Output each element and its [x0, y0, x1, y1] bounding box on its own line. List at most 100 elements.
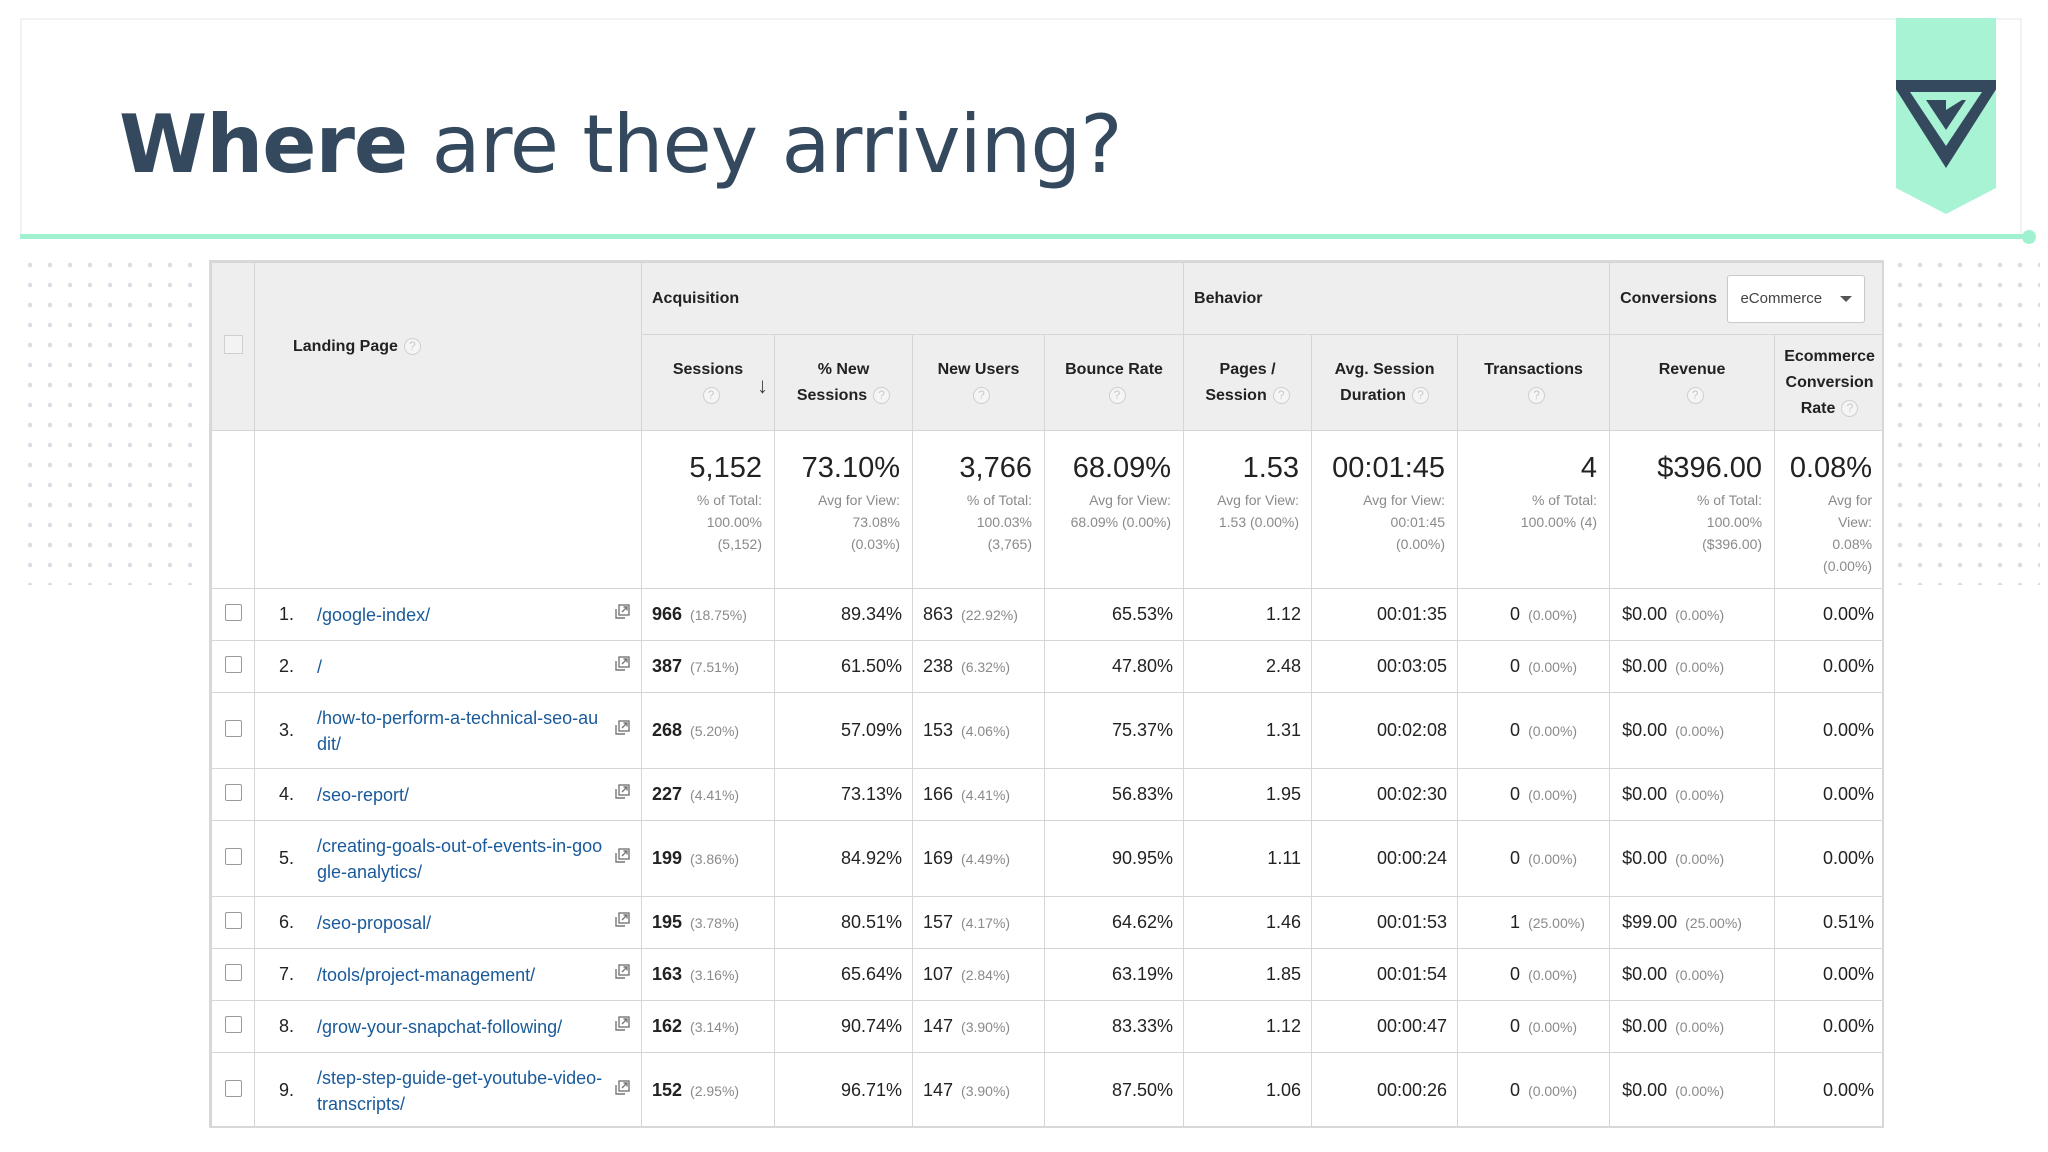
select-all-checkbox[interactable] — [223, 335, 243, 354]
total-pages_session: 1.53 Avg for View: 1.53 (0.00%) — [1183, 430, 1313, 589]
table-row[interactable]: 1. /google-index/966 (18.75%) 89.34% 863 (22.… — [211, 588, 1882, 641]
total-value: 5,152 — [689, 452, 762, 484]
help-icon[interactable]: ? — [873, 386, 891, 404]
row-checkbox[interactable] — [224, 655, 242, 673]
sort-descending-icon[interactable]: ↓ — [757, 373, 768, 398]
help-icon[interactable]: ? — [1272, 386, 1290, 404]
avg-session-duration-cell: 00:01:53 — [1311, 896, 1459, 949]
column-header-label-line2: Conversion — [1785, 373, 1874, 391]
landing-page-link[interactable]: /creating-goals-out-of-events-in-google-… — [317, 835, 603, 882]
column-header-avg_duration[interactable]: Avg. Session Duration? — [1311, 334, 1459, 431]
total-subtext: Avg for View: 0.08% (0.00%) — [1781, 489, 1872, 577]
new-users-cell: 147 (3.90%) — [912, 1000, 1045, 1053]
help-icon[interactable]: ? — [1411, 386, 1429, 404]
background-dots-right — [1890, 255, 2040, 585]
revenue-percent: (0.00%) — [1675, 787, 1725, 803]
sessions-cell: 195 (3.78%) — [641, 896, 775, 949]
row-checkbox[interactable] — [224, 719, 242, 737]
conversions-goal-select[interactable]: eCommerce — [1727, 274, 1866, 323]
total-value: 1.53 — [1242, 452, 1300, 484]
help-icon[interactable]: ? — [403, 337, 421, 355]
row-checkbox[interactable] — [224, 603, 242, 621]
table-row[interactable]: 2./387 (7.51%) 61.50% 238 (6.32%) 47.80% 2.48 0… — [211, 640, 1882, 693]
column-header-label: Pages / — [1219, 360, 1276, 378]
open-page-external-icon[interactable] — [613, 963, 633, 986]
open-page-external-icon[interactable] — [613, 1079, 633, 1102]
sessions-cell: 268 (5.20%) — [641, 692, 775, 769]
column-header-bounce_rate[interactable]: Bounce Rate? — [1043, 334, 1185, 431]
table-row[interactable]: 5. /creating-goals-out-of-events-in-googl… — [211, 820, 1882, 897]
open-page-external-icon[interactable] — [613, 603, 633, 626]
column-header-sessions[interactable]: Sessions? ↓ — [641, 334, 775, 431]
bounce-rate-cell: 56.83% — [1043, 768, 1185, 821]
column-header-ecr[interactable]: Ecommerce Conversion Rate? — [1774, 334, 1882, 431]
revenue-percent: (0.00%) — [1675, 1019, 1725, 1035]
slide-title-rest: are they arriving? — [407, 98, 1123, 191]
row-index: 1. — [279, 604, 295, 624]
column-header-new_sessions[interactable]: % New Sessions? — [774, 334, 913, 431]
open-page-external-icon[interactable] — [613, 1015, 633, 1038]
sessions-cell: 227 (4.41%) — [641, 768, 775, 821]
row-checkbox[interactable] — [224, 783, 242, 801]
new-sessions-cell: 84.92% — [774, 820, 913, 897]
table-row[interactable]: 3. /how-to-perform-a-technical-seo-audit/… — [211, 692, 1882, 769]
transactions-value: 0 — [1510, 604, 1521, 624]
row-checkbox[interactable] — [224, 911, 242, 929]
open-page-external-icon[interactable] — [613, 655, 633, 678]
open-page-external-icon[interactable] — [613, 719, 633, 742]
table-row[interactable]: 7. /tools/project-management/163 (3.16%) 65… — [211, 948, 1882, 1001]
transactions-value: 0 — [1510, 848, 1521, 868]
landing-page-link[interactable]: /step-step-guide-get-youtube-video-trans… — [317, 1067, 603, 1114]
acquisition-group-header: Acquisition — [640, 262, 1185, 335]
landing-page-link[interactable]: / — [317, 656, 323, 677]
help-icon[interactable]: ? — [702, 386, 720, 404]
row-checkbox-cell — [211, 640, 255, 693]
landing-page-link[interactable]: /seo-report/ — [317, 784, 410, 805]
row-index: 3. — [279, 720, 295, 740]
landing-page-link[interactable]: /seo-proposal/ — [317, 912, 432, 933]
help-icon[interactable]: ? — [1686, 386, 1704, 404]
table-row[interactable]: 4. /seo-report/227 (4.41%) 73.13% 166 (4.41%)… — [211, 768, 1882, 821]
landing-page-cell-inner: 5. /creating-goals-out-of-events-in-googl… — [279, 833, 633, 885]
row-checkbox[interactable] — [224, 1015, 242, 1033]
transactions-percent: (0.00%) — [1528, 967, 1578, 983]
row-checkbox[interactable] — [224, 1079, 242, 1097]
landing-page-link[interactable]: /how-to-perform-a-technical-seo-audit/ — [317, 707, 599, 754]
revenue-cell: $0.00 (0.00%) — [1609, 588, 1776, 641]
total-subtext-line: % of Total: — [696, 492, 762, 508]
landing-page-link[interactable]: /tools/project-management/ — [317, 964, 536, 985]
total-subtext-line: % of Total: — [966, 492, 1032, 508]
column-header-pages_session[interactable]: Pages / Session? — [1183, 334, 1313, 431]
bounce-rate-cell: 63.19% — [1043, 948, 1185, 1001]
sessions-percent: (3.78%) — [690, 915, 740, 931]
new-users-percent: (3.90%) — [961, 1083, 1011, 1099]
table-row[interactable]: 8. /grow-your-snapchat-following/162 (3.14… — [211, 1000, 1882, 1053]
landing-page-header[interactable]: Landing Page? — [254, 262, 642, 431]
row-checkbox[interactable] — [224, 847, 242, 865]
table-row[interactable]: 6. /seo-proposal/195 (3.78%) 80.51% 157 (4.17… — [211, 896, 1882, 949]
landing-page-link[interactable]: /google-index/ — [317, 604, 431, 625]
row-checkbox[interactable] — [224, 963, 242, 981]
slide-header-card: Where are they arriving? — [20, 18, 2022, 236]
help-icon[interactable]: ? — [973, 386, 990, 404]
revenue-cell: $99.00 (25.00%) — [1609, 896, 1776, 949]
table-row[interactable]: 9. /step-step-guide-get-youtube-video-tra… — [211, 1052, 1882, 1126]
column-header-new_users[interactable]: New Users? — [912, 334, 1045, 431]
avg-session-duration-cell: 00:00:47 — [1311, 1000, 1459, 1053]
help-icon[interactable]: ? — [1841, 399, 1859, 417]
help-icon[interactable]: ? — [1108, 386, 1126, 404]
revenue-cell: $0.00 (0.00%) — [1609, 640, 1776, 693]
open-page-external-icon[interactable] — [613, 911, 633, 934]
help-icon[interactable]: ? — [1528, 386, 1546, 404]
column-header-revenue[interactable]: Revenue? — [1609, 334, 1776, 431]
landing-page-link[interactable]: /grow-your-snapchat-following/ — [317, 1016, 563, 1037]
revenue-value: $0.00 — [1622, 720, 1668, 740]
open-page-external-icon[interactable] — [613, 783, 633, 806]
column-header-transactions[interactable]: Transactions? — [1457, 334, 1611, 431]
sessions-percent: (18.75%) — [690, 607, 747, 623]
total-ecr: 0.08% Avg for View: 0.08% (0.00%) — [1774, 430, 1882, 589]
sessions-percent: (3.14%) — [690, 1019, 740, 1035]
open-page-external-icon[interactable] — [613, 847, 633, 870]
new-users-cell: 863 (22.92%) — [912, 588, 1045, 641]
total-subtext-line: (0.03%) — [850, 536, 900, 552]
